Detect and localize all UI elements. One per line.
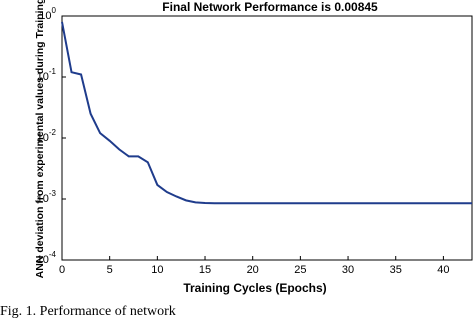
x-tick-label: 20 (247, 264, 259, 276)
x-tick-label: 5 (107, 264, 113, 276)
y-tick-label: 100 (39, 6, 56, 22)
x-tick-label: 15 (199, 264, 211, 276)
plot-frame (61, 15, 473, 261)
x-tick-label: 0 (59, 264, 65, 276)
x-tick-label: 25 (294, 264, 306, 276)
data-line (61, 21, 472, 205)
x-axis-label: Training Cycles (Epochs) (183, 281, 326, 295)
chart-title: Final Network Performance is 0.00845 (162, 0, 378, 14)
x-tick-label: 10 (151, 264, 163, 276)
y-axis-label: ANN deviation from experimental values d… (34, 0, 46, 278)
caption: Fig. 1. Performance of network (0, 304, 176, 319)
y-tick-label: 10-1 (37, 67, 57, 83)
x-tick-label: 30 (342, 264, 354, 276)
x-tick-label: 40 (437, 264, 449, 276)
y-tick-label: 10-4 (37, 250, 57, 266)
x-tick-label: 35 (390, 264, 402, 276)
y-tick-label: 10-3 (37, 189, 57, 205)
y-tick-label: 10-2 (37, 128, 57, 144)
